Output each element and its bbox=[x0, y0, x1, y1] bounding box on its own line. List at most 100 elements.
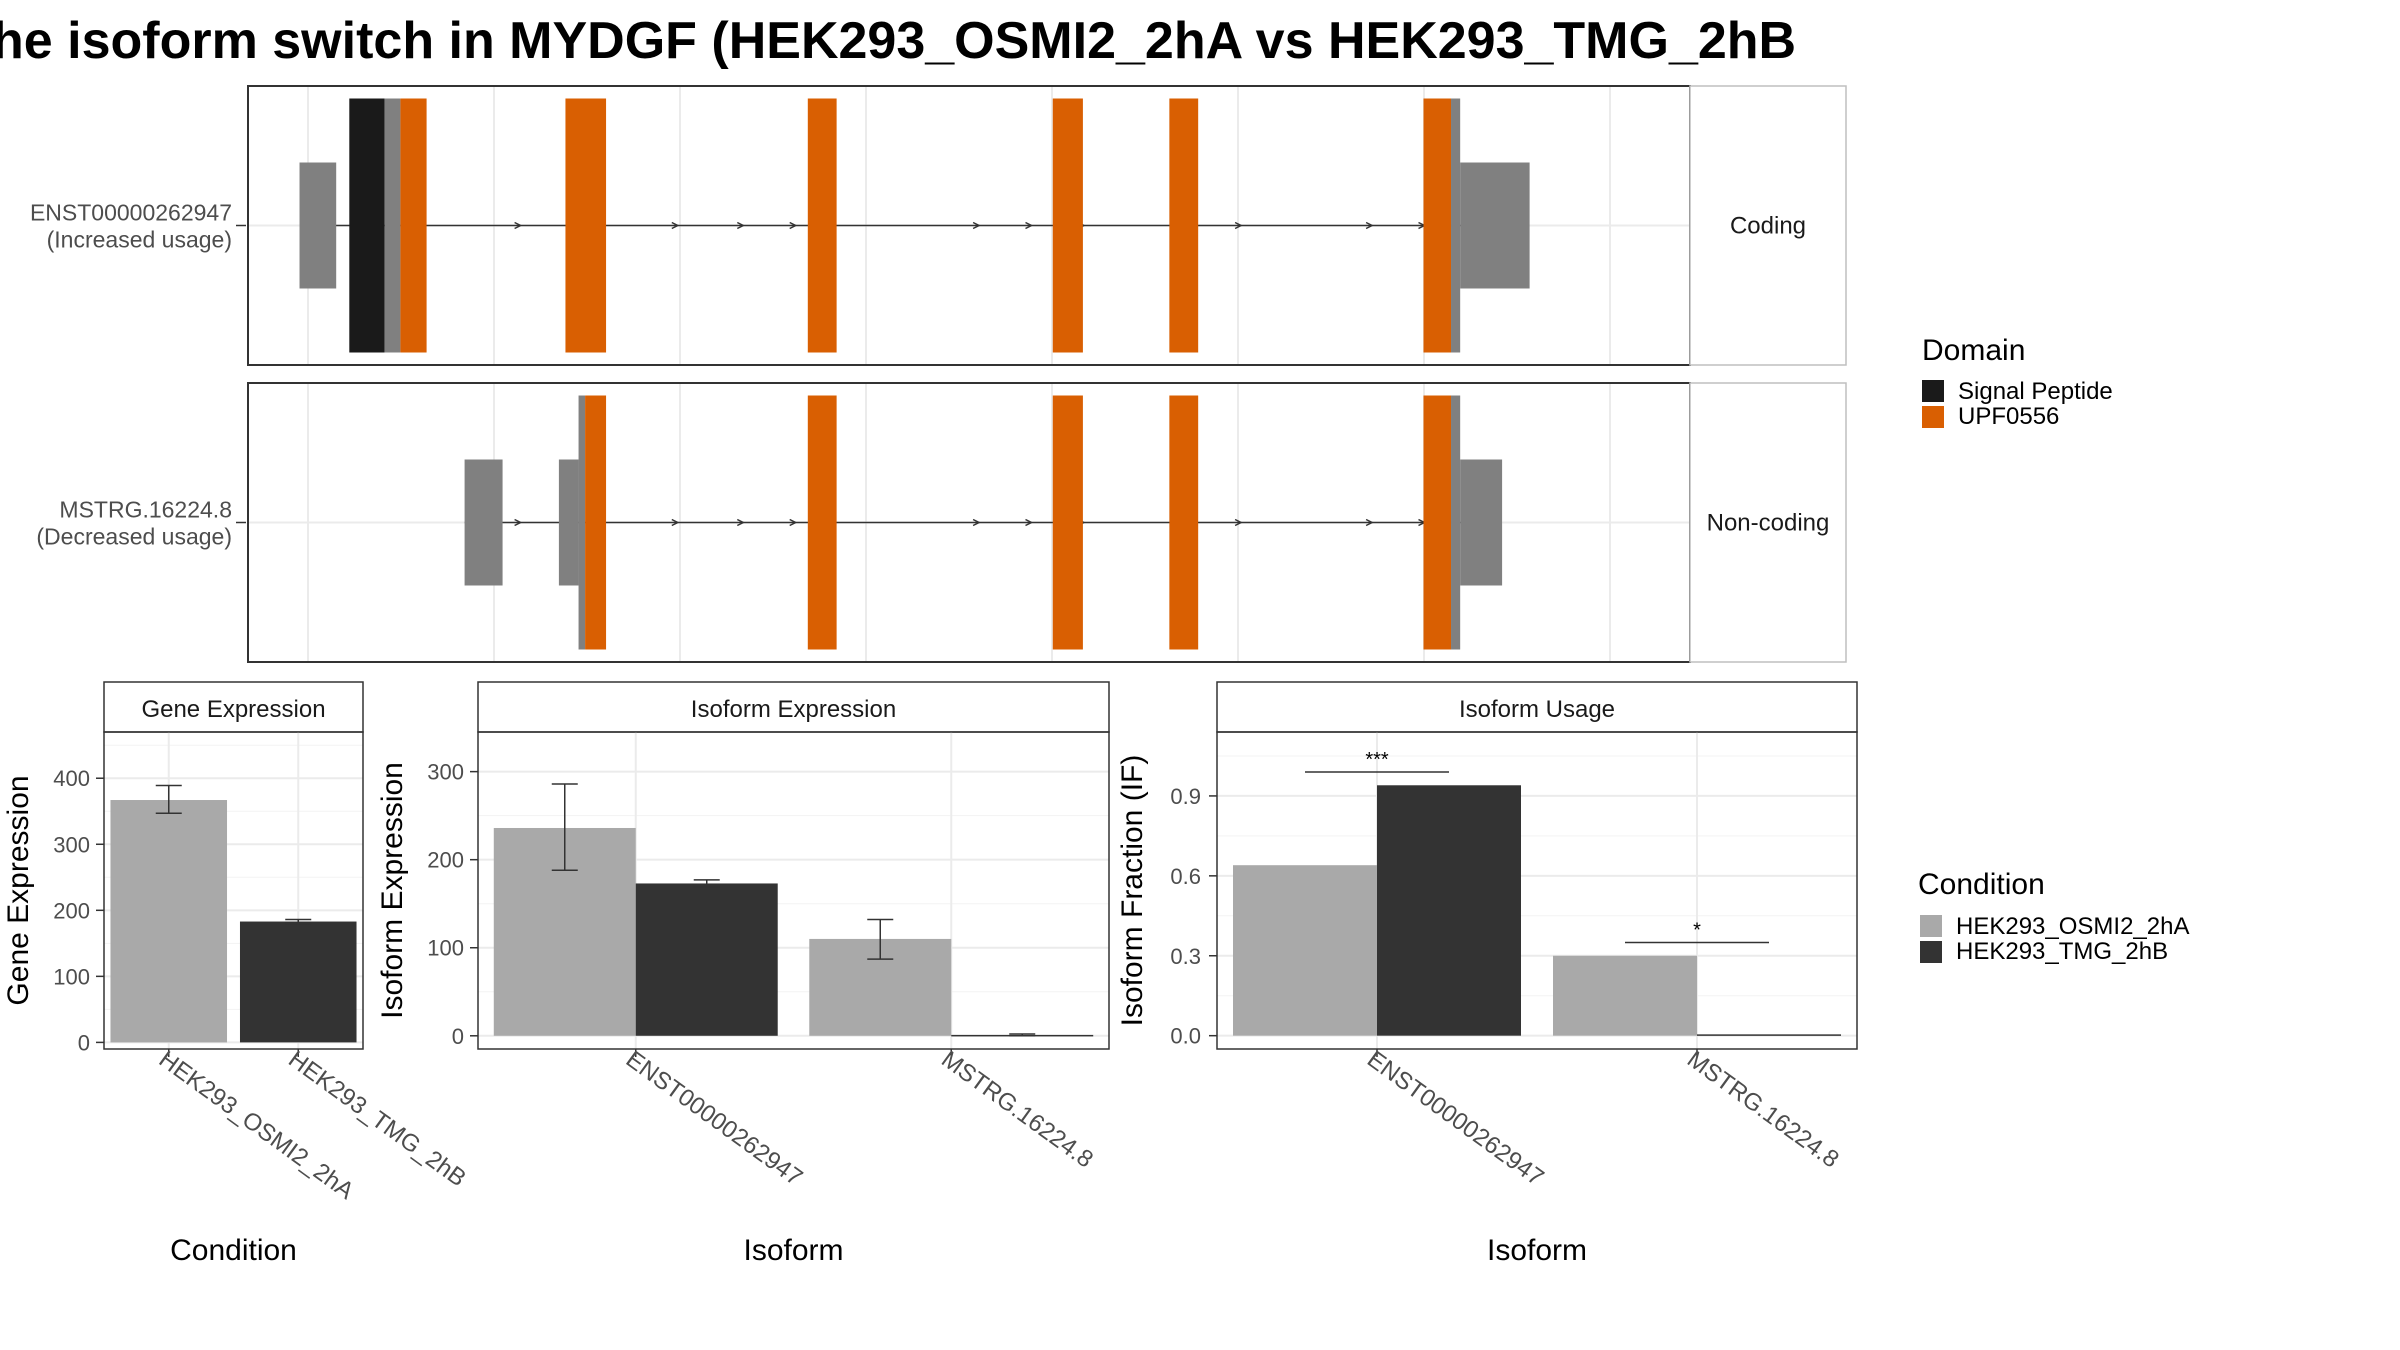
y-axis-title: Isoform Fraction (IF) bbox=[1116, 755, 1149, 1027]
bar bbox=[1553, 955, 1697, 1036]
utr-exon bbox=[578, 395, 586, 650]
significance-label: *** bbox=[1365, 749, 1389, 771]
y-tick-label: 100 bbox=[53, 964, 90, 989]
facet-strip bbox=[1689, 85, 1847, 366]
intron-arrow bbox=[1365, 221, 1374, 230]
panel-border bbox=[103, 731, 364, 1050]
y-tick-label: 100 bbox=[427, 936, 464, 961]
upf0556-exon bbox=[807, 98, 837, 353]
transcript-usage-label: (Increased usage) bbox=[47, 227, 232, 253]
intron-arrow bbox=[1025, 518, 1034, 527]
intron-arrow bbox=[1025, 221, 1034, 230]
condition-a-swatch bbox=[1920, 915, 1942, 937]
y-tick-label: 0.6 bbox=[1170, 864, 1201, 889]
upf0556-exon bbox=[1052, 98, 1083, 353]
condition-b-legend-label: HEK293_TMG_2hB bbox=[1956, 938, 2168, 965]
panel-title: Gene Expression bbox=[141, 696, 325, 723]
signal-peptide-legend-label: Signal Peptide bbox=[1958, 378, 2113, 405]
panel-title: Isoform Usage bbox=[1459, 696, 1615, 723]
upf0556-exon bbox=[400, 98, 427, 353]
x-tick-label: ENST00000262947 bbox=[1362, 1046, 1548, 1192]
bar bbox=[239, 921, 357, 1043]
intron-arrow bbox=[972, 518, 981, 527]
upf0556-exon bbox=[585, 395, 607, 650]
condition-b-swatch bbox=[1920, 941, 1942, 963]
y-tick-label: 0.3 bbox=[1170, 944, 1201, 969]
y-tick-label: 400 bbox=[53, 766, 90, 791]
x-axis-title: Condition bbox=[170, 1234, 297, 1267]
panel-border bbox=[477, 731, 1110, 1050]
intron-arrow bbox=[671, 221, 680, 230]
intron-arrow bbox=[1234, 518, 1243, 527]
y-tick-label: 200 bbox=[53, 898, 90, 923]
intron-arrow bbox=[514, 221, 523, 230]
facet-label: Coding bbox=[1730, 213, 1806, 240]
intron-arrow bbox=[972, 221, 981, 230]
transcript-id-label: ENST00000262947 bbox=[30, 200, 232, 226]
utr-exon bbox=[558, 459, 579, 586]
bar-charts: Gene Expression0100200300400HEK293_OSMI2… bbox=[2, 681, 1858, 1267]
y-tick-label: 0 bbox=[452, 1024, 464, 1049]
x-tick-label: ENST00000262947 bbox=[621, 1046, 807, 1192]
condition-a-legend-label: HEK293_OSMI2_2hA bbox=[1956, 913, 2189, 940]
bar bbox=[1697, 1034, 1841, 1036]
y-tick-label: 0 bbox=[78, 1030, 90, 1055]
utr-exon bbox=[464, 459, 503, 586]
domain-legend-title: Domain bbox=[1922, 334, 2025, 367]
intron-arrow bbox=[736, 518, 745, 527]
panel-strip bbox=[1216, 681, 1858, 733]
x-axis-title: Isoform bbox=[1487, 1234, 1587, 1267]
utr-exon bbox=[1460, 162, 1530, 289]
upf0556-exon bbox=[1052, 395, 1083, 650]
upf0556-exon bbox=[807, 395, 837, 650]
intron-arrow bbox=[1234, 221, 1243, 230]
bar bbox=[1377, 785, 1521, 1036]
gene-structure-panel: Coding ENST00000262947(Increased usage) No… bbox=[30, 85, 1847, 663]
domain-legend: Domain Signal Peptide UPF0556 bbox=[1922, 334, 2113, 430]
facet-label: Non-coding bbox=[1707, 510, 1830, 537]
signal-peptide-exon bbox=[349, 98, 385, 353]
x-axis-title: Isoform bbox=[743, 1234, 843, 1267]
panel-border bbox=[1216, 731, 1858, 1050]
significance-label: * bbox=[1693, 919, 1701, 941]
figure-title: he isoform switch in MYDGF (HEK293_OSMI2… bbox=[0, 12, 1796, 70]
y-axis-title: Isoform Expression bbox=[376, 762, 409, 1019]
intron-arrow bbox=[514, 518, 523, 527]
intron-arrow bbox=[789, 518, 798, 527]
panel-strip bbox=[477, 681, 1110, 733]
utr-exon bbox=[1460, 459, 1503, 586]
bar bbox=[110, 800, 228, 1043]
x-tick-label: MSTRG.16224.8 bbox=[1682, 1046, 1844, 1174]
facet-strip bbox=[1689, 382, 1847, 663]
upf0556-legend-label: UPF0556 bbox=[1958, 403, 2059, 430]
utr-exon bbox=[384, 98, 401, 353]
upf0556-exon bbox=[1169, 98, 1199, 353]
y-tick-label: 200 bbox=[427, 848, 464, 873]
utr-exon bbox=[1451, 395, 1461, 650]
upf0556-exon bbox=[565, 98, 607, 353]
upf0556-exon bbox=[1169, 395, 1199, 650]
transcript-usage-label: (Decreased usage) bbox=[36, 524, 232, 550]
condition-legend-title: Condition bbox=[1918, 868, 2045, 901]
x-tick-label: MSTRG.16224.8 bbox=[936, 1046, 1098, 1174]
condition-legend: Condition HEK293_OSMI2_2hA HEK293_TMG_2h… bbox=[1918, 868, 2189, 965]
y-tick-label: 0.9 bbox=[1170, 784, 1201, 809]
signal-peptide-swatch bbox=[1922, 380, 1944, 402]
bar bbox=[635, 883, 778, 1036]
intron-arrow bbox=[671, 518, 680, 527]
panel-title: Isoform Expression bbox=[691, 696, 896, 723]
intron-arrow bbox=[1365, 518, 1374, 527]
upf0556-exon bbox=[1423, 395, 1452, 650]
utr-exon bbox=[1451, 98, 1461, 353]
y-tick-label: 300 bbox=[53, 832, 90, 857]
panel-strip bbox=[103, 681, 364, 733]
utr-exon bbox=[299, 162, 337, 289]
y-axis-title: Gene Expression bbox=[2, 775, 35, 1005]
bar bbox=[1233, 865, 1377, 1036]
transcript-id-label: MSTRG.16224.8 bbox=[59, 497, 232, 523]
upf0556-exon bbox=[1423, 98, 1452, 353]
y-tick-label: 0.0 bbox=[1170, 1024, 1201, 1049]
intron-arrow bbox=[789, 221, 798, 230]
upf0556-swatch bbox=[1922, 406, 1944, 428]
